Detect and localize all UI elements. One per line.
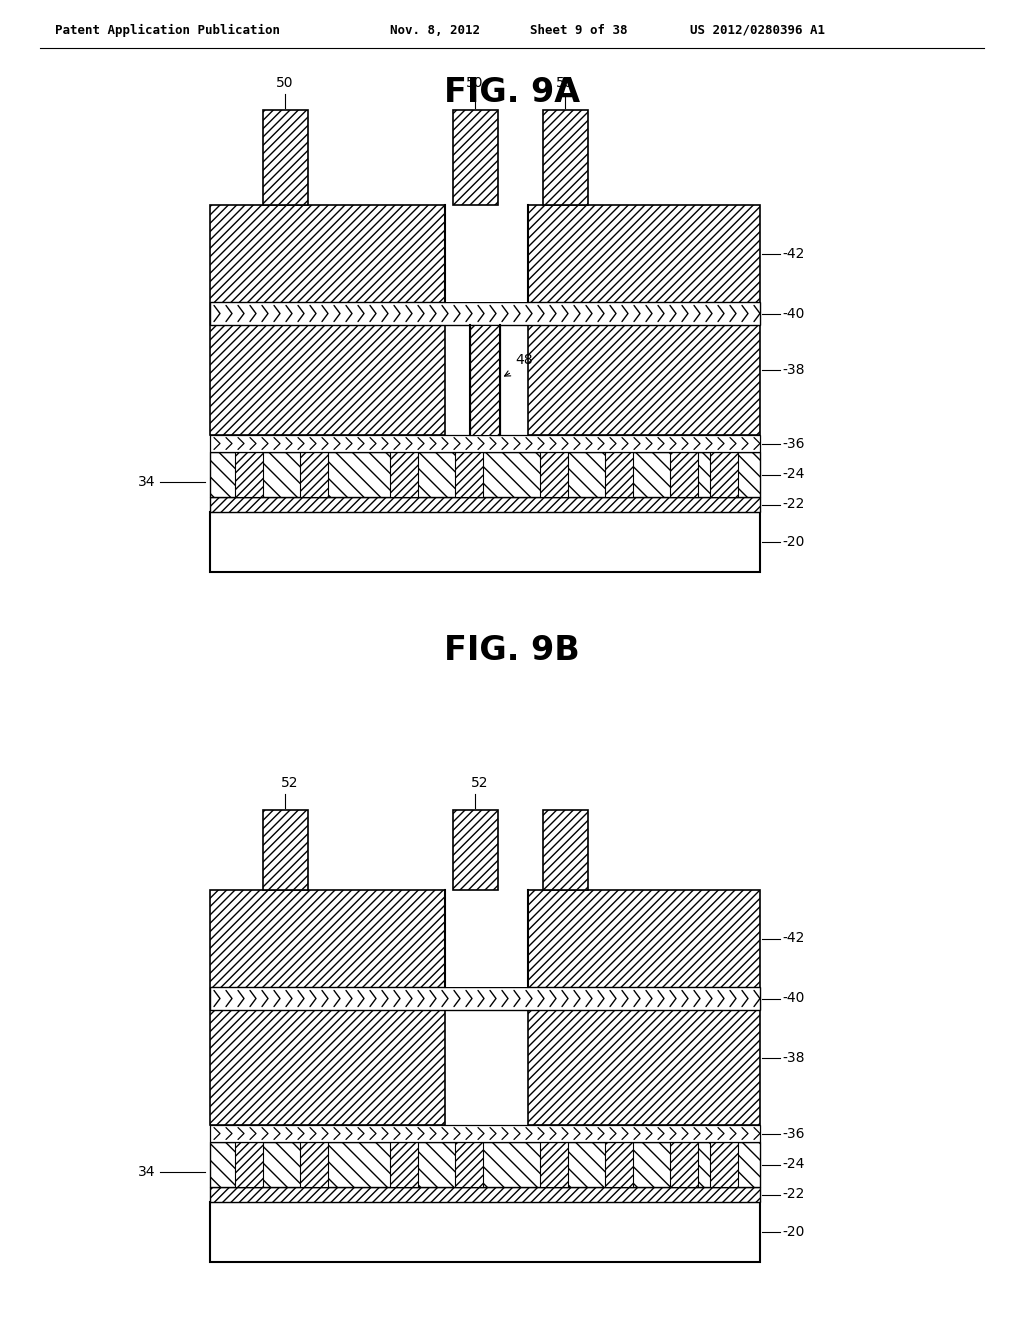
Bar [210, 302, 760, 325]
Bar [470, 325, 500, 436]
Text: -20: -20 [782, 1225, 805, 1239]
Text: -42: -42 [782, 932, 805, 945]
Text: 52: 52 [471, 776, 488, 789]
Bar [210, 987, 760, 1010]
Text: Nov. 8, 2012: Nov. 8, 2012 [390, 24, 480, 37]
Text: -42: -42 [782, 247, 805, 260]
Text: US 2012/0280396 A1: US 2012/0280396 A1 [690, 24, 825, 37]
Bar [528, 205, 760, 436]
Bar [540, 1142, 568, 1187]
Text: 52: 52 [282, 776, 299, 789]
Bar [445, 890, 528, 987]
Text: 34: 34 [137, 1166, 155, 1179]
Text: -38: -38 [782, 1051, 805, 1064]
Text: FIG. 9B: FIG. 9B [444, 634, 580, 667]
Text: -22: -22 [782, 1188, 805, 1201]
Bar [300, 451, 328, 498]
Bar [210, 890, 445, 1125]
Bar [210, 451, 760, 498]
Text: Patent Application Publication: Patent Application Publication [55, 24, 280, 37]
Bar [234, 1142, 263, 1187]
Bar [543, 110, 588, 205]
Bar [210, 1203, 760, 1262]
Bar [670, 451, 698, 498]
Bar [445, 205, 528, 302]
Bar [455, 1142, 483, 1187]
Bar [210, 1125, 760, 1142]
Text: -36: -36 [782, 1126, 805, 1140]
Bar [710, 451, 738, 498]
Text: -24: -24 [782, 467, 805, 482]
Bar [210, 512, 760, 572]
Bar [540, 451, 568, 498]
Text: -40: -40 [782, 991, 805, 1006]
Bar [262, 810, 307, 890]
Text: 50: 50 [556, 77, 573, 90]
Text: FIG. 9A: FIG. 9A [444, 75, 580, 108]
Text: 34: 34 [137, 475, 155, 488]
Text: -24: -24 [782, 1158, 805, 1172]
Text: -22: -22 [782, 498, 805, 511]
Bar [710, 1142, 738, 1187]
Text: -20: -20 [782, 535, 805, 549]
Bar [210, 436, 760, 451]
Bar [234, 451, 263, 498]
Bar [453, 810, 498, 890]
Bar [210, 498, 760, 512]
Bar [453, 110, 498, 205]
Bar [605, 451, 633, 498]
Text: 48: 48 [515, 352, 532, 367]
Bar [390, 451, 418, 498]
Bar [210, 1187, 760, 1203]
Bar [210, 1142, 760, 1187]
Text: -36: -36 [782, 437, 805, 450]
Bar [455, 451, 483, 498]
Bar [210, 205, 445, 436]
Bar [262, 110, 307, 205]
Bar [390, 1142, 418, 1187]
Bar [528, 890, 760, 1125]
Text: Sheet 9 of 38: Sheet 9 of 38 [530, 24, 628, 37]
Bar [605, 1142, 633, 1187]
Bar [300, 1142, 328, 1187]
Bar [670, 1142, 698, 1187]
Text: -38: -38 [782, 363, 805, 378]
Text: 50: 50 [276, 77, 294, 90]
Bar [470, 325, 500, 436]
Bar [543, 810, 588, 890]
Text: 50: 50 [466, 77, 483, 90]
Text: -40: -40 [782, 306, 805, 321]
